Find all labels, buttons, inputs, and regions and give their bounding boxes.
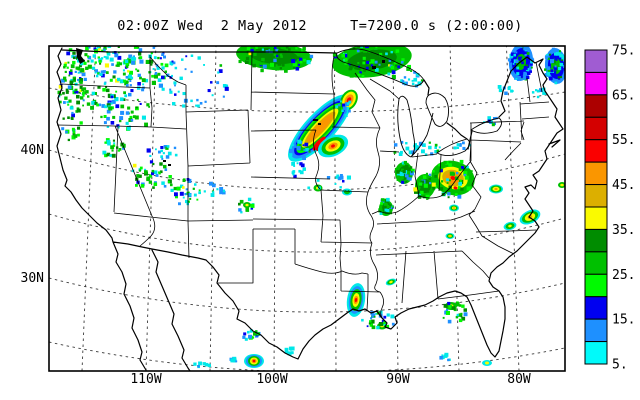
plot-title: 02:00Z Wed 2 May 2012 T=7200.0 s (2:00:0… bbox=[117, 18, 523, 34]
colorbar-cell bbox=[584, 341, 608, 365]
colorbar-label: 45. bbox=[612, 178, 635, 193]
black-markers bbox=[163, 60, 385, 166]
colorbar-label: 5. bbox=[612, 358, 628, 373]
map-frame bbox=[48, 45, 566, 372]
coastline-borders bbox=[56, 47, 564, 371]
colorbar-label: 55. bbox=[612, 133, 635, 148]
lon-label: 80W bbox=[507, 372, 531, 387]
lon-label: 100W bbox=[256, 372, 287, 387]
colorbar-label: 35. bbox=[612, 223, 635, 238]
colorbar-label: 15. bbox=[612, 313, 635, 328]
colorbar-label: 65. bbox=[612, 88, 635, 103]
colorbar-cell bbox=[584, 94, 608, 118]
colorbar-cell bbox=[584, 71, 608, 96]
lat-label: 30N bbox=[21, 271, 44, 286]
reflectivity-colorbar: 75. 65. 55. 45. 35. 25. 15. 5. bbox=[584, 44, 635, 373]
colorbar-cell bbox=[584, 228, 608, 253]
axis-labels: 40N 30N 110W 100W 90W 80W bbox=[21, 143, 531, 387]
colorbar-cell bbox=[584, 273, 608, 298]
reflectivity-field bbox=[57, 46, 565, 369]
lon-label: 110W bbox=[130, 372, 161, 387]
colorbar-cell bbox=[584, 161, 608, 186]
colorbar-cell bbox=[584, 49, 608, 73]
lat-label: 40N bbox=[21, 143, 44, 158]
colorbar-cell bbox=[584, 318, 608, 343]
colorbar-cell bbox=[584, 116, 608, 141]
colorbar-cell bbox=[584, 184, 608, 208]
puget-sound bbox=[76, 48, 85, 64]
colorbar-cell bbox=[584, 206, 608, 230]
colorbar-cell bbox=[584, 296, 608, 320]
colorbar-label: 75. bbox=[612, 44, 635, 59]
lon-label: 90W bbox=[386, 372, 410, 387]
colorbar-label: 25. bbox=[612, 268, 635, 283]
great-lakes bbox=[336, 48, 502, 158]
us-basemap bbox=[56, 47, 564, 371]
latlon-gridlines bbox=[49, 46, 565, 371]
state-boundaries bbox=[56, 51, 550, 323]
colorbar-cell bbox=[584, 251, 608, 275]
colorbar-cell bbox=[584, 139, 608, 163]
